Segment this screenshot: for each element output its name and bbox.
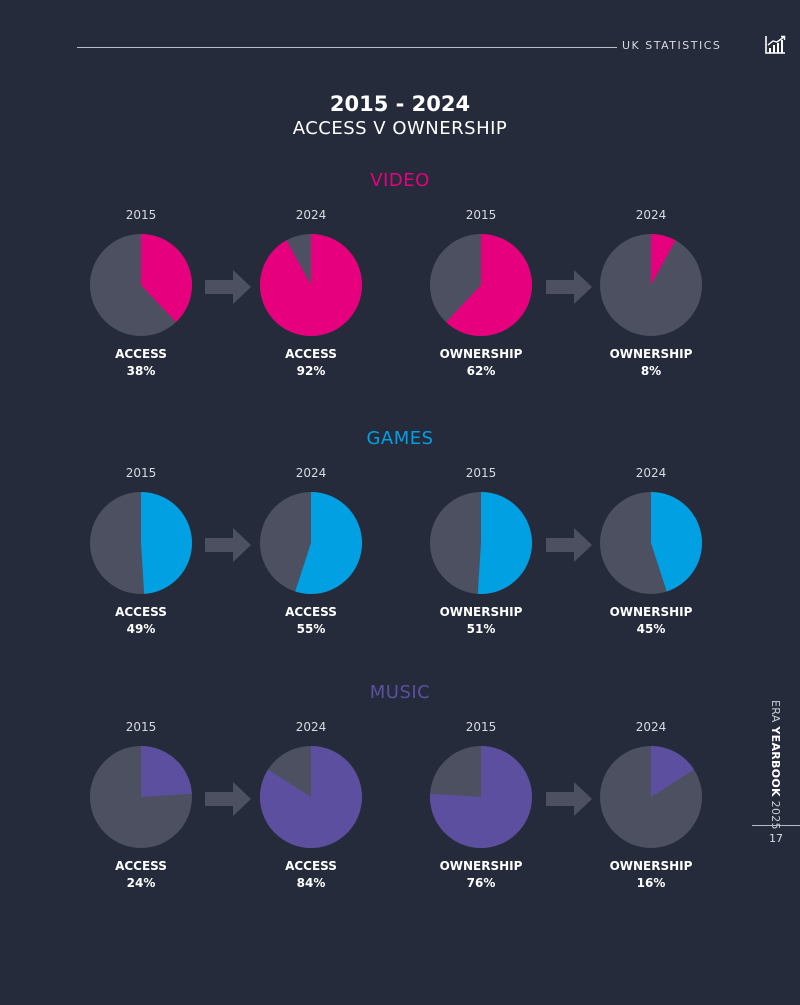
arrow-right-icon: [205, 270, 251, 304]
pie-chart-music-ownership-2024: [600, 746, 702, 848]
value-label: 84%: [296, 876, 326, 890]
pie-slice: [651, 746, 695, 797]
pie-label: OWNERSHIP 51%: [421, 604, 541, 638]
pie-label: OWNERSHIP 62%: [421, 346, 541, 380]
pie-label: ACCESS 92%: [251, 346, 371, 380]
publisher-text: ERA: [769, 700, 782, 723]
pie-label: OWNERSHIP 76%: [421, 858, 541, 892]
pie-label: ACCESS 84%: [251, 858, 371, 892]
pie-label: ACCESS 24%: [81, 858, 201, 892]
year-label: 2015: [465, 720, 497, 734]
pie-chart-video-ownership-2024: [600, 234, 702, 336]
pie-chart-music-ownership-2015: [429, 746, 532, 848]
pie-label: ACCESS 55%: [251, 604, 371, 638]
pie-label: OWNERSHIP 45%: [591, 604, 711, 638]
arrow-right-icon: [205, 528, 251, 562]
page-subtitle: ACCESS V OWNERSHIP: [292, 118, 508, 139]
pie-slice: [141, 234, 193, 323]
pie-slice: [477, 492, 532, 594]
year-label: 2024: [295, 720, 327, 734]
value-label: 51%: [466, 622, 496, 636]
metric-label: OWNERSHIP: [439, 859, 523, 873]
year-label: 2015: [465, 208, 497, 222]
value-label: 8%: [640, 364, 662, 378]
section-title-games: GAMES: [366, 428, 434, 449]
value-label: 49%: [126, 622, 156, 636]
value-label: 76%: [466, 876, 496, 890]
page-number: 17: [769, 832, 783, 845]
year-label: 2015: [465, 466, 497, 480]
value-label: 62%: [466, 364, 496, 378]
value-label: 92%: [296, 364, 326, 378]
metric-label: ACCESS: [115, 347, 167, 361]
arrow-right-icon: [546, 528, 592, 562]
metric-label: ACCESS: [285, 859, 337, 873]
year-label: 2015: [125, 208, 157, 222]
value-label: 55%: [296, 622, 326, 636]
publication-label: ERA YEARBOOK 2025: [769, 700, 782, 830]
metric-label: OWNERSHIP: [439, 347, 523, 361]
value-label: 45%: [636, 622, 666, 636]
pie-slice: [295, 492, 363, 594]
year-label: 2024: [635, 208, 667, 222]
year-label: 2024: [635, 466, 667, 480]
pie-slice: [429, 746, 532, 848]
pie-slice: [141, 492, 193, 594]
bar-chart-icon: [765, 35, 786, 54]
value-label: 38%: [126, 364, 156, 378]
pie-chart-games-ownership-2024: [600, 492, 702, 594]
pie-label: OWNERSHIP 16%: [591, 858, 711, 892]
metric-label: ACCESS: [285, 605, 337, 619]
header-label: UK STATISTICS: [622, 39, 722, 52]
edition-text: 2025: [769, 800, 782, 830]
pie-chart-games-ownership-2015: [430, 492, 532, 594]
pie-slice: [446, 234, 532, 336]
header-rule: [77, 47, 617, 48]
metric-label: OWNERSHIP: [609, 859, 693, 873]
metric-label: ACCESS: [115, 605, 167, 619]
publication-text: YEARBOOK: [769, 726, 782, 797]
pie-slice: [260, 234, 363, 336]
pie-label: ACCESS 38%: [81, 346, 201, 380]
metric-label: OWNERSHIP: [439, 605, 523, 619]
arrow-right-icon: [546, 270, 592, 304]
pie-slice: [651, 234, 676, 285]
pie-chart-music-access-2024: [259, 746, 362, 848]
year-label: 2024: [295, 466, 327, 480]
pie-chart-games-access-2015: [90, 492, 193, 594]
pie-slice: [259, 746, 362, 848]
section-title-video: VIDEO: [370, 170, 430, 191]
page-title: 2015 - 2024: [329, 92, 471, 116]
year-label: 2024: [295, 208, 327, 222]
page-number-rule: [752, 825, 800, 826]
pie-slice: [141, 746, 192, 797]
arrow-right-icon: [546, 782, 592, 816]
pie-chart-video-access-2024: [260, 234, 363, 336]
pie-chart-video-access-2015: [90, 234, 193, 336]
value-label: 24%: [126, 876, 156, 890]
metric-label: OWNERSHIP: [609, 347, 693, 361]
pie-label: OWNERSHIP 8%: [591, 346, 711, 380]
pie-label: ACCESS 49%: [81, 604, 201, 638]
pie-chart-video-ownership-2015: [430, 234, 532, 336]
pie-chart-games-access-2024: [260, 492, 363, 594]
metric-label: ACCESS: [115, 859, 167, 873]
section-title-music: MUSIC: [369, 682, 431, 703]
year-label: 2024: [635, 720, 667, 734]
year-label: 2015: [125, 466, 157, 480]
year-label: 2015: [125, 720, 157, 734]
metric-label: ACCESS: [285, 347, 337, 361]
arrow-right-icon: [205, 782, 251, 816]
pie-slice: [651, 492, 702, 592]
value-label: 16%: [636, 876, 666, 890]
pie-chart-music-access-2015: [90, 746, 192, 848]
metric-label: OWNERSHIP: [609, 605, 693, 619]
